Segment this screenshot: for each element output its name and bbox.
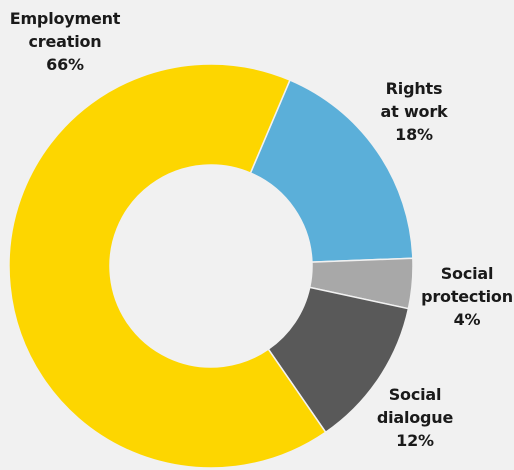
label-rights-at-work: Rights at work 18% (381, 77, 448, 146)
label-social-dialogue-value: 12% (396, 431, 434, 450)
label-social-protection-line1: Social (440, 264, 494, 283)
slice-employment-creation (8, 63, 327, 469)
label-rights-at-work-line2: at work (380, 102, 448, 121)
label-employment-creation-line2: creation (28, 32, 102, 51)
label-social-dialogue-line2: dialogue (376, 408, 454, 427)
label-social-protection: Social protection 4% (421, 262, 513, 331)
label-employment-creation: Employment creation 66% (10, 7, 121, 76)
label-social-dialogue-line1: Social (388, 385, 442, 404)
label-social-protection-line2: protection (421, 287, 513, 306)
slice-rights-at-work (249, 79, 414, 263)
label-employment-creation-value: 66% (46, 55, 84, 74)
label-social-dialogue: Social dialogue 12% (376, 383, 454, 452)
label-social-protection-value: 4% (453, 310, 481, 329)
label-employment-creation-line1: Employment (9, 9, 121, 28)
label-rights-at-work-line1: Rights (385, 79, 443, 98)
label-rights-at-work-value: 18% (395, 125, 433, 144)
